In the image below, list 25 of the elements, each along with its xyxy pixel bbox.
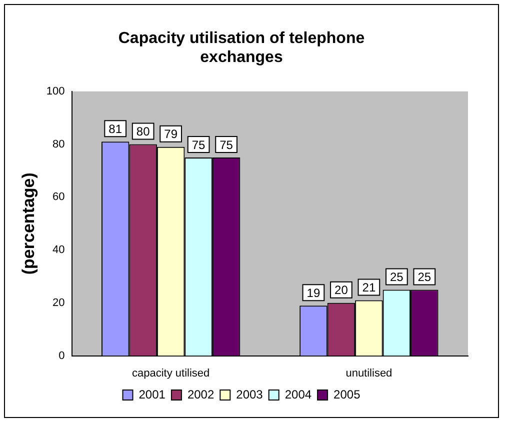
data-label: 75 <box>192 138 206 152</box>
y-tick-label: 40 <box>52 244 65 256</box>
legend-label: 2001 <box>138 387 166 402</box>
legend-label: 2005 <box>334 387 361 402</box>
chart-title: Capacity utilisation of telephone exchanges <box>118 30 365 66</box>
data-label: 25 <box>390 270 404 284</box>
data-label: 25 <box>418 270 432 284</box>
data-label: 20 <box>334 283 348 298</box>
x-tick-label: unutilised <box>346 367 392 380</box>
legend-label: 2003 <box>236 387 264 402</box>
data-label: 79 <box>164 127 178 142</box>
y-tick-label: 100 <box>46 85 65 98</box>
data-label: 81 <box>108 122 122 136</box>
data-label: 19 <box>306 286 320 300</box>
y-tick-label: 60 <box>52 191 65 204</box>
data-label: 80 <box>136 124 150 139</box>
y-tick-label: 0 <box>58 350 65 362</box>
legend-label: 2004 <box>284 387 312 402</box>
data-label: 21 <box>362 280 376 295</box>
y-tick-label: 80 <box>52 138 65 150</box>
legend-label: 2002 <box>187 387 214 402</box>
data-label: 75 <box>220 138 234 152</box>
x-tick-label: capacity utilised <box>132 367 210 380</box>
y-axis-title: (percentage) <box>18 172 38 275</box>
y-tick-label: 20 <box>52 296 65 309</box>
